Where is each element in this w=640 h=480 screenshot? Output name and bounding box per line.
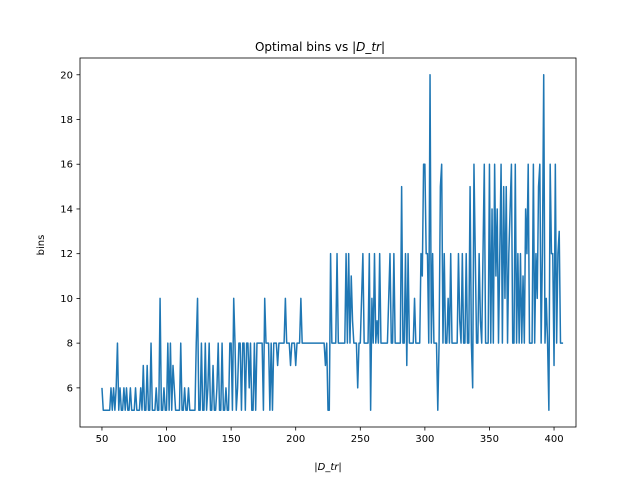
y-tick-label: 6: [67, 383, 73, 394]
series-line-0: [101, 74, 564, 411]
y-tick-label: 18: [60, 115, 73, 126]
x-axis-label: |D_tr|: [314, 462, 341, 473]
x-tick-label: 350: [480, 434, 499, 445]
y-tick-label: 8: [67, 339, 73, 350]
x-tick-label: 200: [286, 434, 305, 445]
x-tick-label: 100: [157, 434, 176, 445]
axes-frame: [79, 57, 577, 428]
y-axis-label: bins: [36, 235, 47, 256]
ticks-layer: 50 100 150 200 250 300 350 400 6 8 10 12 14 16 18 20: [60, 70, 563, 445]
x-tick-label: 50: [96, 434, 109, 445]
x-tick-label: 400: [544, 434, 563, 445]
chart-title: Optimal bins vs |D_tr|: [255, 40, 385, 54]
y-tick-label: 10: [60, 294, 73, 305]
x-tick-label: 150: [222, 434, 241, 445]
chart-title-prefix: Optimal bins vs: [255, 40, 352, 54]
x-tick-label: 300: [415, 434, 434, 445]
chart-title-math: |D_tr|: [352, 40, 385, 54]
y-tick-label: 20: [60, 70, 73, 81]
y-tick-label: 12: [60, 249, 73, 260]
x-tick-label: 250: [351, 434, 370, 445]
plot-layer: [101, 74, 564, 411]
y-tick-label: 16: [60, 160, 73, 171]
y-tick-label: 14: [60, 204, 73, 215]
